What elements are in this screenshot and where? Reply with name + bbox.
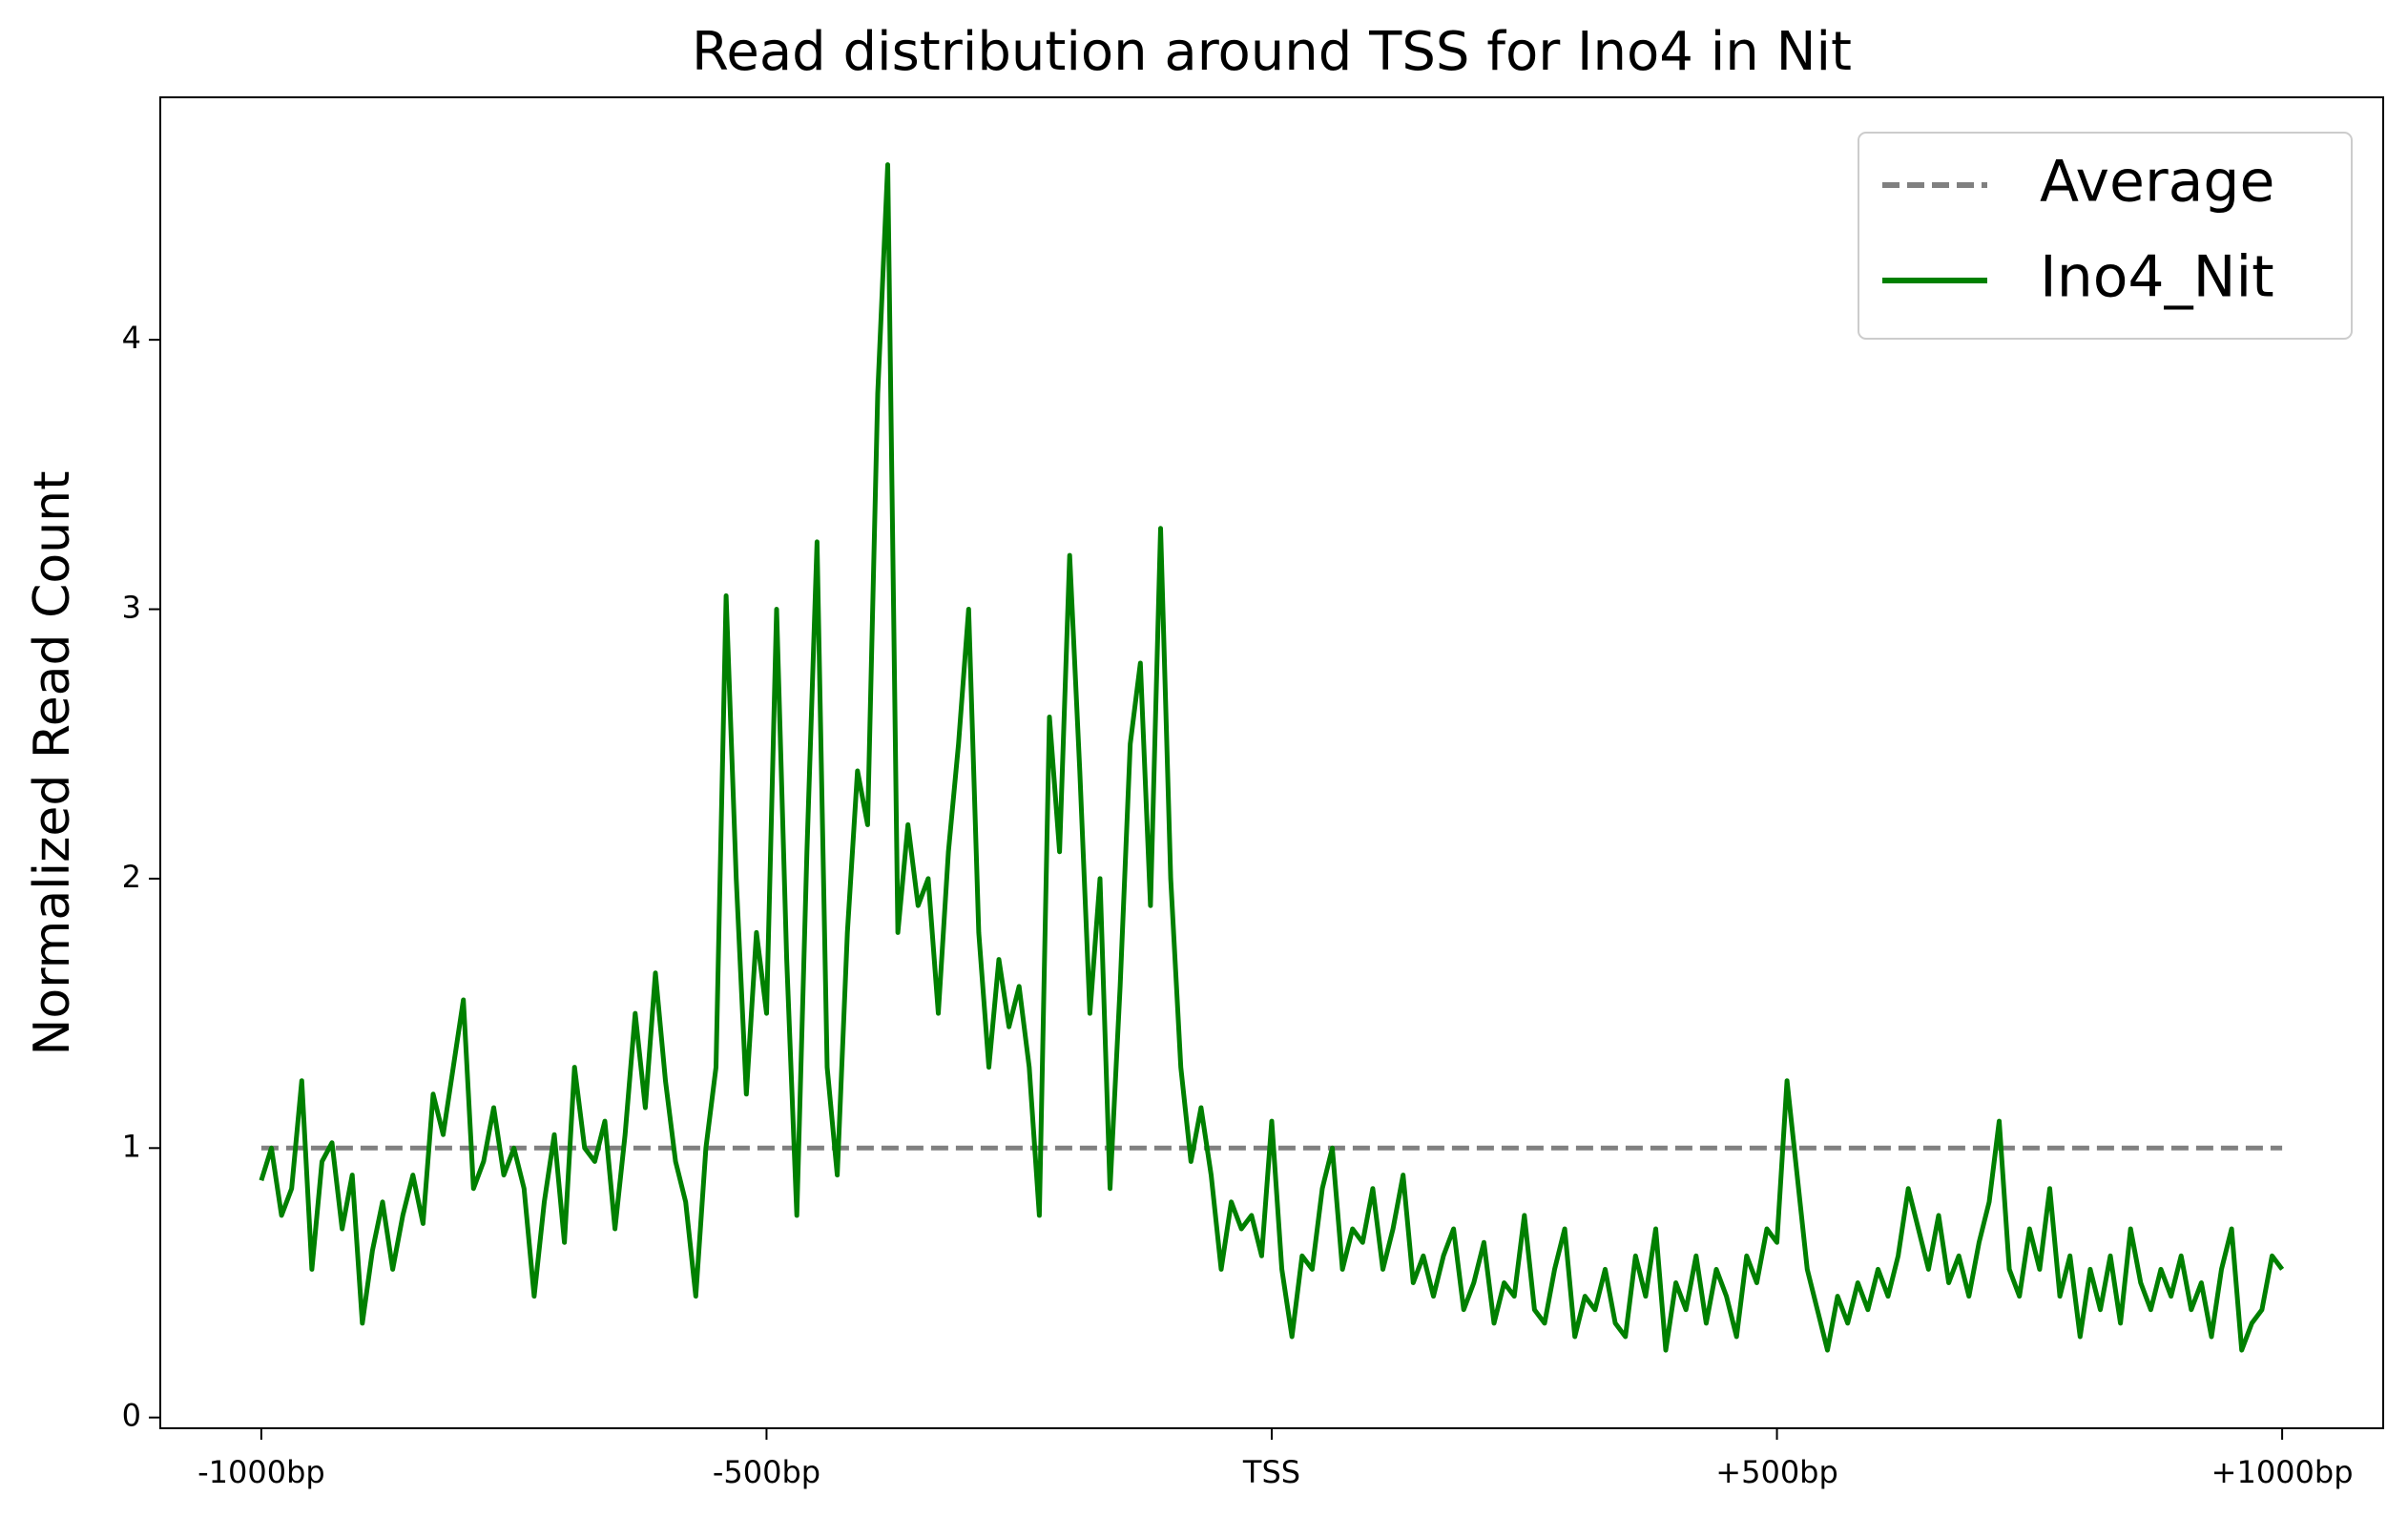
y-tick-label: 0 <box>122 1398 141 1434</box>
y-axis-label: Normalized Read Count <box>24 470 81 1055</box>
y-tick-label: 3 <box>122 590 141 626</box>
legend-label: Ino4_Nit <box>2040 244 2274 311</box>
x-tick-label: -1000bp <box>197 1454 325 1490</box>
chart-title: Read distribution around TSS for Ino4 in… <box>692 21 1852 83</box>
legend-label: Average <box>2040 149 2274 216</box>
series-line <box>259 162 2285 1353</box>
y-tick-label: 4 <box>122 320 141 356</box>
x-tick-label: +500bp <box>1715 1454 1838 1490</box>
plot-frame <box>159 96 2384 1429</box>
x-tick-label: -500bp <box>713 1454 820 1490</box>
x-tick-label: +1000bp <box>2211 1454 2354 1490</box>
x-tick-label: TSS <box>1242 1454 1300 1490</box>
y-tick-label: 1 <box>122 1128 141 1164</box>
y-tick-label: 2 <box>122 859 141 895</box>
